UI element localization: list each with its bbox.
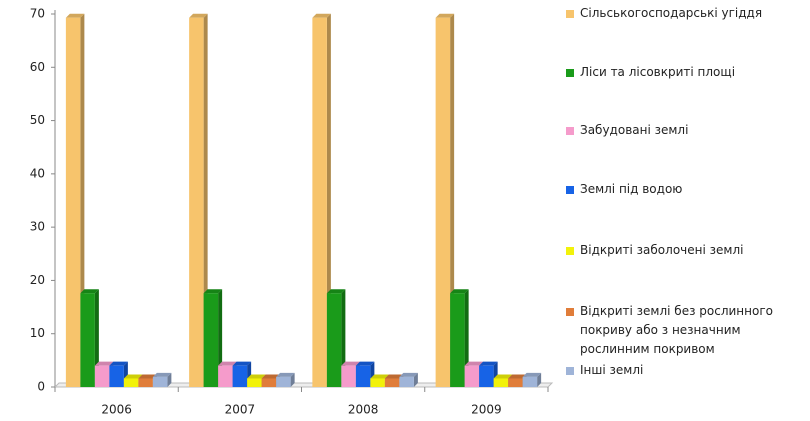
legend-item: Відкриті заболочені землі	[566, 241, 802, 260]
bar-side	[290, 372, 295, 387]
y-tick-label: 10	[30, 326, 45, 340]
y-tick-label: 20	[30, 273, 45, 287]
legend-label: Ліси та лісовкриті площі	[580, 65, 736, 79]
bar	[384, 378, 400, 387]
bar-top	[508, 374, 527, 379]
bar-top	[341, 361, 360, 366]
bar	[261, 378, 277, 387]
bar-top	[450, 289, 469, 294]
bar-top	[189, 13, 208, 18]
legend-item: Ліси та лісовкриті площі	[566, 63, 802, 82]
bar	[355, 365, 371, 387]
bar	[312, 17, 327, 387]
y-tick-label: 0	[37, 380, 45, 394]
bar-side	[218, 289, 223, 387]
legend-swatch	[566, 10, 574, 18]
bar-top	[123, 374, 143, 379]
bar-side	[464, 289, 469, 387]
bar-top	[203, 289, 223, 294]
bar-side	[413, 372, 418, 387]
bar-top	[370, 374, 389, 379]
bar-top	[479, 361, 498, 366]
bar	[232, 365, 248, 387]
bar-top	[312, 13, 331, 18]
y-tick-label: 50	[30, 113, 45, 127]
bar-top	[522, 372, 542, 377]
bar	[370, 378, 385, 387]
y-tick-label: 30	[30, 220, 45, 234]
bar	[80, 293, 95, 387]
bar	[123, 378, 139, 387]
bar-top	[218, 361, 237, 366]
bar-top	[65, 13, 85, 18]
x-tick-label: 2006	[101, 403, 132, 417]
bar-side	[94, 289, 99, 387]
bar	[218, 365, 233, 387]
bar	[65, 17, 81, 387]
bar	[450, 293, 465, 387]
bar-top	[384, 374, 404, 379]
bar	[152, 376, 168, 387]
bar	[276, 376, 291, 387]
legend-swatch	[566, 186, 574, 194]
bar	[464, 365, 480, 387]
bar-top	[435, 13, 455, 18]
bar-side	[167, 372, 172, 387]
bar	[435, 17, 451, 387]
y-tick-label: 70	[30, 7, 45, 21]
bar	[341, 365, 356, 387]
legend-swatch	[566, 247, 574, 255]
bar	[203, 293, 219, 387]
bar	[479, 365, 494, 387]
bar-top	[94, 361, 114, 366]
bar	[138, 378, 153, 387]
legend-label: Відкриті заболочені землі	[580, 243, 744, 257]
bar-top	[399, 372, 418, 377]
bar	[247, 378, 262, 387]
legend-swatch	[566, 69, 574, 77]
bar	[109, 365, 124, 387]
bar	[399, 376, 414, 387]
legend-item: Землі під водою	[566, 180, 802, 199]
legend-swatch	[566, 127, 574, 135]
legend-label: Інші землі	[580, 363, 644, 377]
legend-label: Сільськогосподарські угіддя	[580, 6, 763, 20]
bar	[94, 365, 110, 387]
bar	[189, 17, 204, 387]
x-tick-label: 2008	[348, 403, 379, 417]
bar-top	[261, 374, 281, 379]
legend-label: Відкриті землі без рослинного покриву аб…	[580, 304, 773, 356]
bar	[508, 378, 523, 387]
bar-top	[276, 372, 295, 377]
bar	[522, 376, 538, 387]
bar-top	[109, 361, 128, 366]
bar-top	[80, 289, 99, 294]
bar-top	[138, 374, 157, 379]
bar-top	[232, 361, 252, 366]
y-tick-label: 40	[30, 166, 45, 180]
bar-top	[355, 361, 375, 366]
legend-label: Землі під водою	[580, 182, 683, 196]
bar-side	[537, 372, 542, 387]
legend-item: Забудовані землі	[566, 121, 802, 140]
bar-side	[341, 289, 346, 387]
legend-item: Відкриті землі без рослинного покриву аб…	[566, 302, 802, 359]
legend-swatch	[566, 308, 574, 316]
y-tick-label: 60	[30, 60, 45, 74]
x-tick-label: 2007	[225, 403, 256, 417]
bar-top	[247, 374, 266, 379]
legend-item: Інші землі	[566, 361, 802, 380]
legend-label: Забудовані землі	[580, 123, 689, 137]
legend-item: Сільськогосподарські угіддя	[566, 4, 802, 23]
legend-swatch	[566, 367, 574, 375]
bar	[493, 378, 509, 387]
x-tick-label: 2009	[471, 403, 502, 417]
bar-top	[493, 374, 513, 379]
bar-top	[152, 372, 172, 377]
bar-top	[326, 289, 346, 294]
bar	[326, 293, 342, 387]
bar-top	[464, 361, 484, 366]
